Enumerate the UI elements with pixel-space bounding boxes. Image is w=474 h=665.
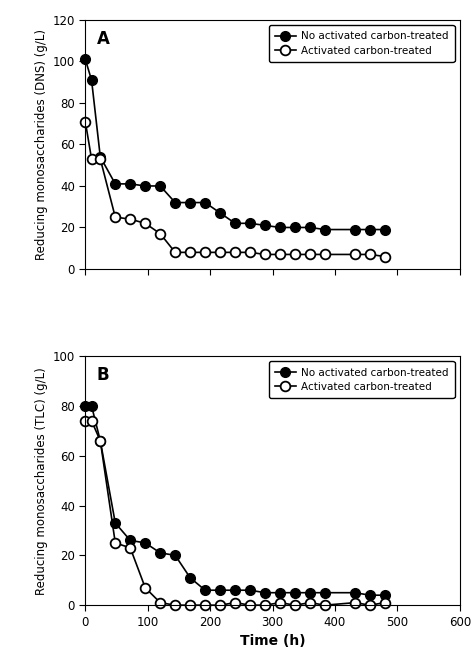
Activated carbon-treated — [82, 417, 88, 425]
Activated carbon-treated — [89, 155, 94, 163]
No activated carbon-treated — [173, 551, 178, 559]
Y-axis label: Reducing monosaccharides (DNS) (g/L): Reducing monosaccharides (DNS) (g/L) — [36, 29, 48, 260]
No activated carbon-treated — [142, 182, 148, 190]
Activated carbon-treated — [307, 598, 313, 606]
Activated carbon-treated — [292, 251, 298, 259]
No activated carbon-treated — [112, 519, 118, 527]
Activated carbon-treated — [232, 598, 238, 606]
No activated carbon-treated — [98, 437, 103, 445]
Activated carbon-treated — [322, 601, 328, 609]
Activated carbon-treated — [232, 249, 238, 257]
No activated carbon-treated — [142, 539, 148, 547]
Activated carbon-treated — [157, 229, 163, 237]
Activated carbon-treated — [367, 601, 373, 609]
No activated carbon-treated — [292, 223, 298, 231]
Activated carbon-treated — [202, 601, 208, 609]
No activated carbon-treated — [277, 223, 283, 231]
No activated carbon-treated — [202, 587, 208, 595]
No activated carbon-treated — [89, 76, 94, 84]
Legend: No activated carbon-treated, Activated carbon-treated: No activated carbon-treated, Activated c… — [269, 25, 455, 62]
Activated carbon-treated — [382, 598, 388, 606]
No activated carbon-treated — [352, 225, 358, 233]
Text: B: B — [97, 366, 109, 384]
Activated carbon-treated — [217, 601, 223, 609]
Activated carbon-treated — [98, 155, 103, 163]
Activated carbon-treated — [82, 118, 88, 126]
No activated carbon-treated — [367, 591, 373, 599]
Activated carbon-treated — [187, 249, 193, 257]
Activated carbon-treated — [322, 251, 328, 259]
No activated carbon-treated — [217, 587, 223, 595]
No activated carbon-treated — [277, 589, 283, 597]
Activated carbon-treated — [217, 249, 223, 257]
No activated carbon-treated — [367, 225, 373, 233]
No activated carbon-treated — [89, 402, 94, 410]
Activated carbon-treated — [173, 601, 178, 609]
No activated carbon-treated — [322, 589, 328, 597]
Activated carbon-treated — [367, 251, 373, 259]
No activated carbon-treated — [157, 182, 163, 190]
No activated carbon-treated — [187, 199, 193, 207]
X-axis label: Time (h): Time (h) — [240, 634, 305, 648]
No activated carbon-treated — [173, 199, 178, 207]
Activated carbon-treated — [277, 598, 283, 606]
Activated carbon-treated — [142, 219, 148, 227]
No activated carbon-treated — [292, 589, 298, 597]
No activated carbon-treated — [322, 225, 328, 233]
No activated carbon-treated — [82, 55, 88, 63]
No activated carbon-treated — [382, 225, 388, 233]
Activated carbon-treated — [157, 598, 163, 606]
No activated carbon-treated — [112, 180, 118, 188]
Activated carbon-treated — [292, 601, 298, 609]
No activated carbon-treated — [247, 219, 253, 227]
Activated carbon-treated — [128, 215, 133, 223]
No activated carbon-treated — [98, 153, 103, 161]
Line: Activated carbon-treated: Activated carbon-treated — [81, 117, 390, 261]
No activated carbon-treated — [82, 402, 88, 410]
Text: A: A — [97, 30, 109, 48]
Activated carbon-treated — [187, 601, 193, 609]
Activated carbon-treated — [277, 251, 283, 259]
Activated carbon-treated — [382, 253, 388, 261]
No activated carbon-treated — [217, 209, 223, 217]
No activated carbon-treated — [382, 591, 388, 599]
Activated carbon-treated — [262, 601, 268, 609]
Activated carbon-treated — [128, 544, 133, 552]
Activated carbon-treated — [352, 251, 358, 259]
No activated carbon-treated — [157, 549, 163, 557]
Activated carbon-treated — [307, 251, 313, 259]
Y-axis label: Reducing monosaccharides (TLC) (g/L): Reducing monosaccharides (TLC) (g/L) — [36, 367, 48, 595]
No activated carbon-treated — [352, 589, 358, 597]
No activated carbon-treated — [247, 587, 253, 595]
No activated carbon-treated — [232, 587, 238, 595]
No activated carbon-treated — [202, 199, 208, 207]
Activated carbon-treated — [112, 539, 118, 547]
Legend: No activated carbon-treated, Activated carbon-treated: No activated carbon-treated, Activated c… — [269, 361, 455, 398]
Activated carbon-treated — [112, 213, 118, 221]
Activated carbon-treated — [247, 249, 253, 257]
Activated carbon-treated — [262, 251, 268, 259]
No activated carbon-treated — [307, 589, 313, 597]
Activated carbon-treated — [247, 601, 253, 609]
Line: No activated carbon-treated: No activated carbon-treated — [81, 55, 390, 234]
Line: No activated carbon-treated: No activated carbon-treated — [81, 401, 390, 600]
No activated carbon-treated — [307, 223, 313, 231]
No activated carbon-treated — [187, 574, 193, 582]
No activated carbon-treated — [262, 221, 268, 229]
No activated carbon-treated — [232, 219, 238, 227]
Line: Activated carbon-treated: Activated carbon-treated — [81, 416, 390, 610]
No activated carbon-treated — [128, 180, 133, 188]
No activated carbon-treated — [262, 589, 268, 597]
No activated carbon-treated — [128, 537, 133, 545]
Activated carbon-treated — [98, 437, 103, 445]
Activated carbon-treated — [173, 249, 178, 257]
Activated carbon-treated — [352, 598, 358, 606]
Activated carbon-treated — [202, 249, 208, 257]
Activated carbon-treated — [89, 417, 94, 425]
Activated carbon-treated — [142, 584, 148, 592]
